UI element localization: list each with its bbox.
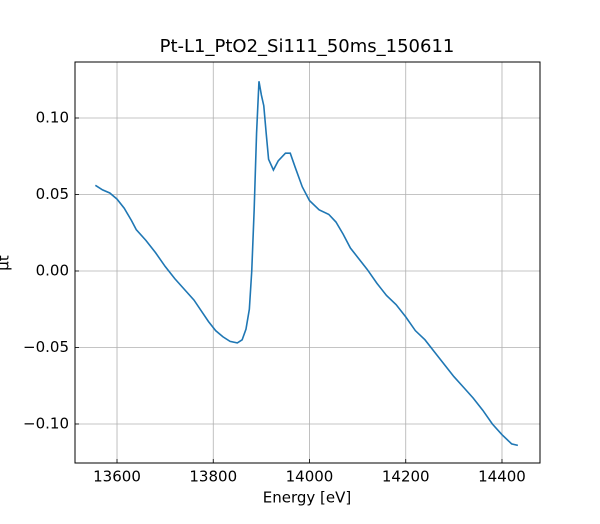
- x-tick-label: 14000: [286, 468, 334, 486]
- y-axis-label: μt: [0, 255, 13, 271]
- data-line: [94, 81, 519, 447]
- chart-title: Pt-L1_PtO2_Si111_50ms_150611: [160, 36, 455, 57]
- y-tick-label: 0.00: [36, 261, 69, 279]
- plot-frame: [74, 61, 541, 464]
- x-tick-label: 14200: [382, 468, 430, 486]
- x-tick-label: 13800: [189, 468, 237, 486]
- y-tick-label: 0.05: [36, 185, 69, 203]
- y-tick-label: −0.05: [23, 338, 69, 356]
- x-tick-label: 14400: [478, 468, 526, 486]
- x-axis-label: Energy [eV]: [263, 489, 351, 507]
- y-tick-label: −0.10: [23, 414, 69, 432]
- x-tick-label: 13600: [93, 468, 141, 486]
- y-tick-label: 0.10: [36, 108, 69, 126]
